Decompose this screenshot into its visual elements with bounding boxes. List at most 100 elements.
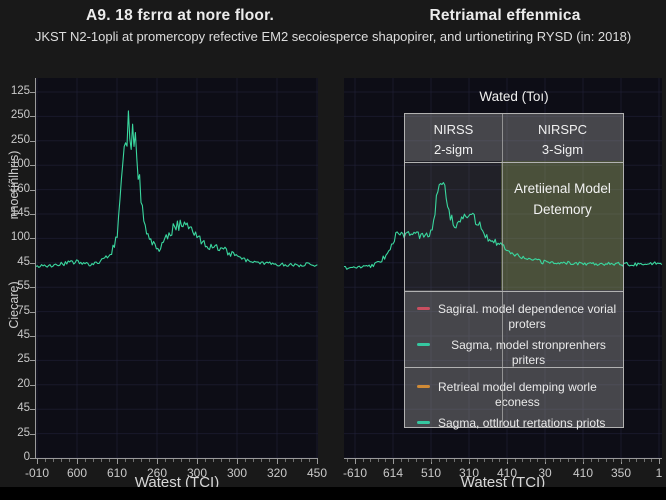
x-minor-tick-mark <box>621 459 622 462</box>
x-tick-mark <box>157 459 158 464</box>
legend-item-label: Sagiral. model dependence vorial proters <box>438 302 617 331</box>
x-minor-tick-mark <box>415 459 417 462</box>
x-minor-tick-mark <box>590 459 592 462</box>
legend-title: Wated (Toı) <box>479 89 549 104</box>
left-plot-grid <box>36 78 318 459</box>
x-minor-tick-mark <box>628 459 630 462</box>
x-minor-tick-mark <box>69 459 70 462</box>
x-minor-tick-mark <box>560 459 562 462</box>
x-minor-tick-mark <box>362 459 364 462</box>
x-minor-tick-mark <box>205 459 206 462</box>
bottom-black-bar <box>0 487 666 500</box>
x-tick-mark <box>659 459 660 464</box>
y-tick-mark <box>30 287 35 289</box>
x-minor-tick-mark <box>125 459 126 462</box>
y-axis-spine <box>35 78 36 459</box>
y-tick-label: 25 <box>17 353 30 366</box>
x-minor-tick-mark <box>45 459 46 462</box>
y-tick-label: 145 <box>10 207 30 219</box>
x-minor-tick-mark <box>61 459 62 462</box>
y-tick-label: 75 <box>17 304 30 317</box>
x-minor-tick-mark <box>484 459 486 462</box>
x-minor-tick-mark <box>408 459 410 462</box>
x-minor-tick-mark <box>101 459 102 462</box>
x-minor-tick-mark <box>309 459 310 462</box>
x-minor-tick-mark <box>446 459 448 462</box>
x-minor-tick-mark <box>285 459 286 462</box>
y-tick-mark <box>30 384 35 386</box>
y-tick-mark <box>30 116 35 118</box>
x-minor-tick-mark <box>253 459 254 462</box>
legend-items-bg-2 <box>404 366 624 428</box>
x-minor-tick-mark <box>567 459 569 462</box>
y-tick-mark <box>30 433 35 435</box>
legend-dash-teal <box>417 343 430 347</box>
legend-item-label: Retrieal model demping worle econess <box>438 380 597 409</box>
x-minor-tick-mark <box>109 459 110 462</box>
x-minor-tick-mark <box>605 459 607 462</box>
y-tick-mark <box>30 311 35 313</box>
legend-dash-red <box>417 307 430 310</box>
legend-group-1: Sagiral. model dependence vorial proters… <box>405 291 623 367</box>
left-plot-area: -010 600 610 260 300 300 320 450 <box>25 78 327 480</box>
x-minor-tick-mark <box>93 459 94 462</box>
y-tick-label: 25 <box>17 426 30 439</box>
x-minor-tick-mark <box>461 459 463 462</box>
x-minor-tick-mark <box>370 459 372 462</box>
x-minor-tick-mark <box>598 459 600 462</box>
y-tick-mark <box>30 92 35 93</box>
x-tick-mark <box>237 459 238 464</box>
x-minor-tick-mark <box>438 459 440 462</box>
left-plot-title: A9. 18 fɛrrɑ at nore floor. <box>86 7 274 24</box>
x-tick-label: 600 <box>66 466 88 480</box>
x-axis-spine <box>344 458 662 459</box>
x-tick-mark <box>355 459 356 464</box>
y-tick-label: 0 <box>23 451 30 463</box>
x-minor-tick-mark <box>423 459 425 462</box>
left-x-axis-label: Watest (TCI) <box>134 474 220 491</box>
y-tick-mark <box>30 189 35 191</box>
x-minor-tick-mark <box>613 459 615 462</box>
legend-header-bg-left <box>404 113 501 161</box>
x-minor-tick-mark <box>552 459 554 462</box>
y-tick-label: 55 <box>17 280 30 293</box>
x-minor-tick-mark <box>499 459 501 462</box>
x-minor-tick-mark <box>133 459 134 462</box>
x-tick-label: -010 <box>24 466 50 480</box>
x-tick-mark <box>317 459 318 464</box>
y-tick-mark <box>30 238 35 240</box>
x-tick-label: -610 <box>342 466 368 480</box>
y-tick-mark <box>30 140 35 142</box>
legend-item: Retrieal model demping worle econess <box>417 380 619 409</box>
x-minor-tick-mark <box>385 459 387 462</box>
x-tick-mark <box>117 459 118 464</box>
x-minor-tick-mark <box>229 459 230 462</box>
x-tick-label: 300 <box>186 466 208 480</box>
legend-col-header-nirss: NIRSS 2-sigm <box>433 122 474 157</box>
x-minor-tick-mark <box>173 459 174 462</box>
x-minor-tick-mark <box>575 459 577 462</box>
y-tick-label: 160 <box>10 182 30 195</box>
x-tick-label: 320 <box>266 466 288 480</box>
x-tick-label: 1 <box>655 466 663 480</box>
x-tick-label: 450 <box>306 466 328 480</box>
x-tick-mark <box>277 459 278 464</box>
x-minor-tick-mark <box>469 459 470 462</box>
legend-items-bg-1 <box>404 290 624 366</box>
x-tick-label: 410 <box>496 466 518 480</box>
y-tick-mark <box>30 336 35 337</box>
y-tick-label: 20 <box>17 377 30 390</box>
legend-item: Sagma, ottlrout rertations priots <box>417 416 619 431</box>
legend-column-divider <box>502 114 503 427</box>
x-minor-tick-mark <box>453 459 455 462</box>
y-tick-label: 100 <box>10 158 30 171</box>
x-minor-tick-mark <box>507 459 508 462</box>
x-minor-tick-mark <box>269 459 270 462</box>
x-minor-tick-mark <box>545 459 546 462</box>
x-tick-label: 300 <box>226 466 248 480</box>
x-minor-tick-mark <box>85 459 86 462</box>
x-tick-label: 614 <box>382 466 404 480</box>
y-tick-mark <box>30 458 35 459</box>
right-plot-area: Wated (Toı) NIRSS 2-sigm NIRSPC 3-Sigm A… <box>343 78 662 480</box>
